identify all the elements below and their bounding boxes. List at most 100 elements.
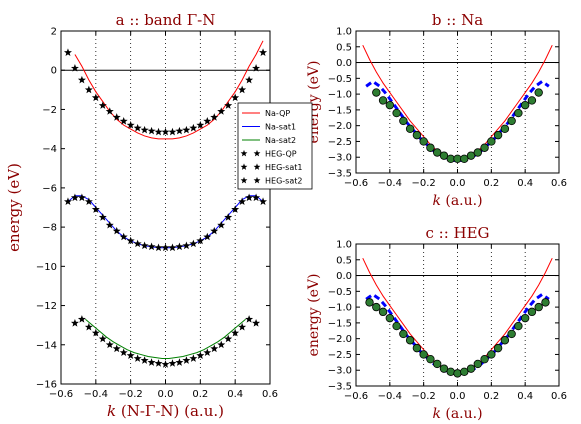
star-point (231, 93, 240, 102)
x-axis-label-symbol: k (432, 406, 440, 422)
dot-point (426, 143, 435, 152)
star-point (140, 241, 149, 250)
y-tick-label: −3.5 (328, 382, 352, 393)
dot-point (419, 350, 428, 359)
star-point (252, 319, 261, 327)
dot-point (514, 321, 523, 331)
star-point (77, 193, 86, 202)
dot-point (473, 148, 482, 157)
star-point (196, 236, 205, 245)
star-point (231, 205, 240, 213)
star-point (70, 319, 79, 327)
dot-point (439, 364, 449, 373)
y-tick-label: −3.5 (328, 169, 352, 180)
legend-star (240, 149, 248, 157)
star-point (168, 243, 177, 252)
star-point (168, 359, 177, 367)
star-point (105, 340, 114, 349)
legend-star (253, 163, 261, 170)
dot-point (493, 343, 503, 353)
panel-a-band-gamma-n: −0.6 −0.4 −0.2 0.0 0.2 0.4 0.6 2 0 −2 −4 −6 −8 −10 −12… (5, 11, 278, 420)
y-tick-label: −2 (42, 105, 57, 116)
star-point (63, 197, 72, 206)
x-axis-label-symbol: k (432, 193, 440, 209)
y-axis-label: energy (eV) (306, 274, 322, 357)
dot-point (372, 302, 381, 312)
x-tick-label: 0.2 (192, 389, 208, 400)
star-point (98, 334, 107, 343)
star-point (238, 85, 247, 94)
star-point (182, 125, 191, 134)
x-axis-label: k (a.u.) (432, 406, 482, 422)
star-point (203, 348, 212, 357)
dot-point (392, 108, 401, 118)
star-point (217, 340, 226, 349)
star-point (84, 322, 93, 331)
dot-point (392, 321, 401, 331)
plot-area (362, 257, 553, 378)
dots-series (365, 298, 550, 378)
star-point (98, 213, 107, 221)
star-point (252, 64, 261, 72)
legend-label: Na-sat1 (265, 123, 296, 132)
star-point (63, 48, 72, 56)
star-point (224, 213, 233, 221)
dot-point (412, 130, 422, 140)
y-tick-label: 0 (51, 66, 57, 77)
chart-title: c :: HEG (425, 224, 489, 242)
y-tick-label: 1.0 (336, 27, 352, 38)
dot-point (487, 350, 496, 359)
star-point (147, 358, 156, 366)
x-tick-label: 0.6 (262, 389, 278, 400)
y-tick-label: −16 (36, 380, 57, 391)
star-point (84, 197, 93, 206)
dot-point (500, 336, 510, 345)
x-tick-label: 0.0 (450, 391, 466, 402)
x-axis-label: k (a.u.) (432, 193, 482, 209)
star-point (154, 243, 163, 252)
dot-point (378, 96, 388, 105)
heg-qp-series (63, 48, 268, 136)
star-point (189, 123, 198, 132)
star-point (182, 241, 191, 250)
dashed-series (365, 79, 550, 162)
star-point (175, 126, 184, 135)
y-tick-label: −6 (42, 183, 57, 194)
star-point (119, 117, 128, 125)
star-point (238, 322, 247, 331)
dot-point (527, 96, 537, 105)
y-tick-label: −10 (36, 262, 57, 273)
heg-sat1-series (63, 193, 268, 252)
legend-label: HEG-sat1 (265, 163, 302, 172)
x-tick-label: −0.4 (84, 389, 108, 400)
dot-point (439, 151, 449, 160)
y-tick-label: −2.0 (328, 121, 352, 132)
star-point (91, 205, 100, 213)
star-point (98, 101, 107, 109)
plot-area (362, 44, 553, 163)
x-tick-label: −0.4 (378, 178, 402, 189)
y-axis-label: energy (eV) (5, 163, 23, 252)
dot-point (385, 100, 395, 110)
dot-point (520, 313, 530, 323)
dot-point (541, 298, 550, 307)
dot-point (412, 343, 422, 353)
star-point (231, 328, 240, 337)
dot-point (527, 307, 537, 317)
dot-point (493, 130, 503, 140)
chart-title: a :: band Γ-N (116, 11, 216, 29)
x-tick-label: −0.4 (378, 391, 402, 402)
star-point (133, 239, 142, 248)
y-tick-label: −1.0 (328, 303, 352, 314)
star-point (238, 197, 247, 206)
dot-point (507, 329, 516, 339)
star-point (133, 123, 142, 132)
dot-point (460, 154, 469, 163)
star-point (196, 351, 205, 359)
legend: Na-QP Na-sat1 Na-sat2 HEG-QP HEG-sat1 HEG-sat… (237, 102, 313, 190)
dot-point (500, 124, 510, 134)
dot-point (419, 137, 428, 146)
star-point (133, 354, 142, 362)
y-tick-label: −1.0 (328, 90, 352, 101)
